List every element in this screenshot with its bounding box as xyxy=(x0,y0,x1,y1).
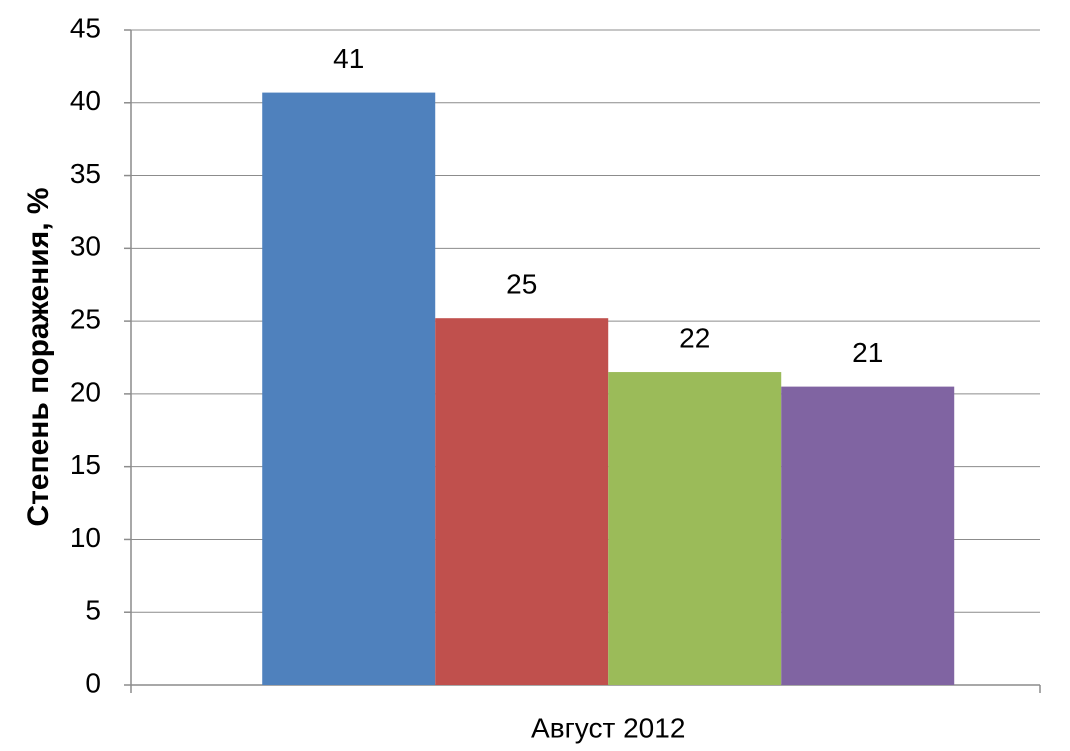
y-tick-label: 5 xyxy=(85,595,101,626)
y-tick-label: 20 xyxy=(70,376,101,407)
y-tick-label: 40 xyxy=(70,85,101,116)
x-tick-label: Август 2012 xyxy=(531,712,685,743)
bar xyxy=(435,318,609,685)
bar xyxy=(262,92,436,686)
data-label: 41 xyxy=(333,43,364,74)
data-label: 21 xyxy=(852,337,883,368)
data-label: 22 xyxy=(679,322,710,353)
bar xyxy=(781,386,955,685)
y-axis-label: Степень поражения, % xyxy=(22,187,55,526)
y-tick-label: 30 xyxy=(70,231,101,262)
y-tick-label: 15 xyxy=(70,449,101,480)
y-tick-label: 10 xyxy=(70,522,101,553)
data-label: 25 xyxy=(506,269,537,300)
bar xyxy=(608,372,782,685)
y-tick-label: 35 xyxy=(70,158,101,189)
y-tick-label: 45 xyxy=(70,12,101,43)
y-tick-label: 0 xyxy=(85,667,101,698)
y-tick-label: 25 xyxy=(70,304,101,335)
